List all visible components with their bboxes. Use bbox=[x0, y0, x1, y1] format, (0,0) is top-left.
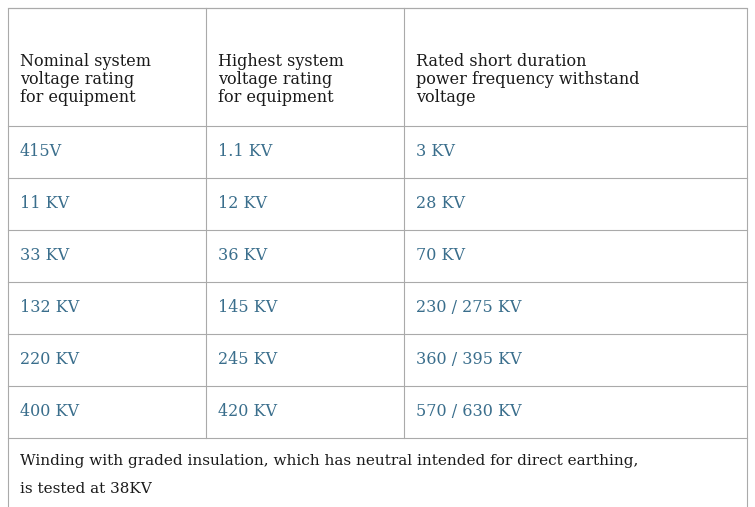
Text: is tested at 38KV: is tested at 38KV bbox=[20, 482, 152, 496]
Text: Rated short duration: Rated short duration bbox=[416, 53, 587, 69]
Text: 3 KV: 3 KV bbox=[416, 143, 455, 161]
Text: Winding with graded insulation, which has neutral intended for direct earthing,: Winding with graded insulation, which ha… bbox=[20, 454, 639, 468]
Text: voltage: voltage bbox=[416, 89, 476, 105]
Text: 36 KV: 36 KV bbox=[218, 247, 267, 265]
Text: 28 KV: 28 KV bbox=[416, 196, 465, 212]
Text: power frequency withstand: power frequency withstand bbox=[416, 70, 639, 88]
Text: 12 KV: 12 KV bbox=[218, 196, 267, 212]
Text: 145 KV: 145 KV bbox=[218, 300, 277, 316]
Text: 415V: 415V bbox=[20, 143, 62, 161]
Text: 1.1 KV: 1.1 KV bbox=[218, 143, 273, 161]
Text: 230 / 275 KV: 230 / 275 KV bbox=[416, 300, 522, 316]
Text: 33 KV: 33 KV bbox=[20, 247, 69, 265]
Text: 70 KV: 70 KV bbox=[416, 247, 465, 265]
Text: 360 / 395 KV: 360 / 395 KV bbox=[416, 351, 522, 369]
Text: 400 KV: 400 KV bbox=[20, 404, 79, 420]
Text: for equipment: for equipment bbox=[20, 89, 136, 105]
Text: 132 KV: 132 KV bbox=[20, 300, 79, 316]
Text: 420 KV: 420 KV bbox=[218, 404, 277, 420]
Text: Nominal system: Nominal system bbox=[20, 53, 151, 69]
Text: 11 KV: 11 KV bbox=[20, 196, 69, 212]
Text: 245 KV: 245 KV bbox=[218, 351, 277, 369]
Text: voltage rating: voltage rating bbox=[218, 70, 332, 88]
Text: Highest system: Highest system bbox=[218, 53, 344, 69]
Text: for equipment: for equipment bbox=[218, 89, 334, 105]
Text: 570 / 630 KV: 570 / 630 KV bbox=[416, 404, 522, 420]
Text: 220 KV: 220 KV bbox=[20, 351, 79, 369]
Text: voltage rating: voltage rating bbox=[20, 70, 134, 88]
